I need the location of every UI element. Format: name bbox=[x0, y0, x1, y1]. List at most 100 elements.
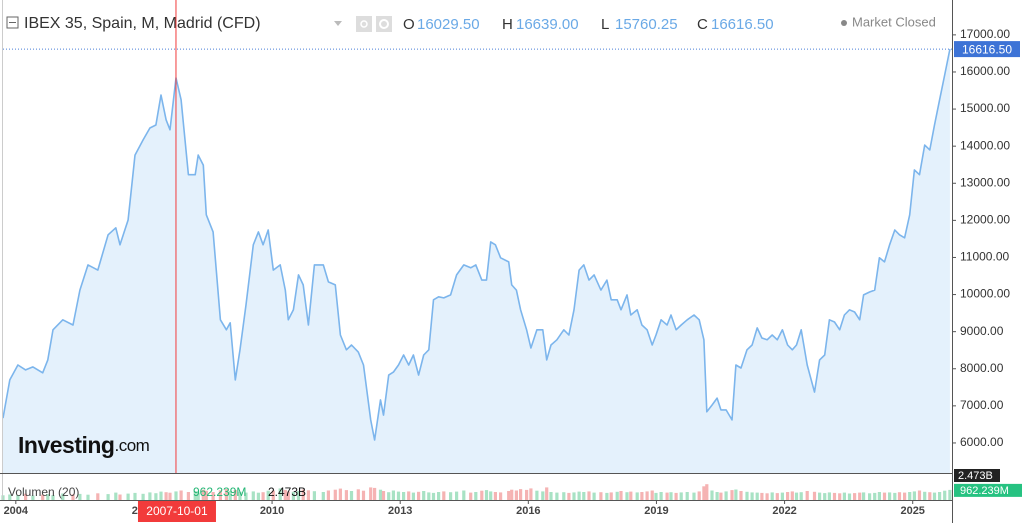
volume-bar bbox=[858, 492, 862, 500]
volume-bar bbox=[31, 495, 35, 500]
volume-bar bbox=[669, 492, 673, 500]
volume-bar bbox=[599, 492, 603, 500]
market-status: Market Closed bbox=[852, 14, 936, 29]
volume-bar bbox=[24, 493, 28, 500]
brand-logo: Investing.com bbox=[18, 432, 150, 458]
volume-bar bbox=[724, 491, 728, 500]
volume-bar bbox=[697, 491, 701, 500]
volume-bar bbox=[349, 491, 354, 500]
volume-bar bbox=[369, 487, 373, 500]
overlay-layer: 6000.00 7000.00 8000.00 9000.00 10000.00 1100… bbox=[3, 0, 1022, 522]
price-line bbox=[2, 48, 951, 441]
ohlc-key: H bbox=[502, 16, 513, 33]
volume-bar bbox=[948, 489, 952, 500]
volume-bar bbox=[78, 493, 82, 500]
volume-bar bbox=[619, 491, 623, 500]
volume-bar bbox=[760, 492, 764, 500]
volume-bar bbox=[812, 491, 817, 500]
volume-legend-max: 2.473B bbox=[268, 485, 306, 499]
volume-bar bbox=[640, 492, 644, 500]
volume-bar bbox=[650, 490, 654, 500]
volume-bar bbox=[186, 492, 190, 500]
volume-bar bbox=[211, 492, 215, 500]
last-price-label: 16616.50 bbox=[962, 42, 1012, 56]
x-tick-label: 2004 bbox=[4, 505, 29, 517]
volume-bar bbox=[529, 488, 533, 500]
volume-bar bbox=[823, 493, 827, 500]
volume-bar bbox=[244, 492, 248, 500]
volume-bar bbox=[469, 492, 473, 500]
volume-bar bbox=[917, 490, 922, 500]
volume-bar bbox=[719, 492, 723, 500]
volume-bar bbox=[790, 491, 794, 500]
volume-bar bbox=[168, 492, 172, 500]
volume-bar bbox=[455, 491, 459, 500]
volume-bar bbox=[218, 490, 222, 500]
collapse-icon[interactable] bbox=[6, 16, 19, 29]
volume-bar bbox=[734, 489, 738, 500]
volume-bar bbox=[715, 492, 719, 500]
volume-bar bbox=[572, 492, 576, 500]
volume-bar bbox=[474, 492, 478, 500]
volume-bar bbox=[818, 492, 822, 500]
volume-bar bbox=[786, 492, 790, 500]
dropdown-arrow[interactable] bbox=[334, 21, 342, 26]
volume-bar bbox=[204, 490, 208, 500]
volume-bar bbox=[387, 492, 391, 500]
volume-bar bbox=[912, 491, 916, 500]
volume-bar bbox=[164, 492, 168, 500]
volume-bar bbox=[338, 488, 342, 500]
chart-title: IBEX 35, Spain, M, Madrid (CFD) bbox=[24, 15, 261, 32]
ohlc-value: 16639.00 bbox=[516, 16, 579, 33]
volume-bar bbox=[932, 492, 937, 500]
volume-bar bbox=[780, 492, 784, 500]
volume-bar bbox=[555, 492, 559, 500]
eye-icon[interactable] bbox=[356, 16, 372, 32]
volume-bar bbox=[877, 492, 881, 500]
volume-bar bbox=[41, 494, 45, 500]
volume-bar bbox=[545, 487, 549, 500]
volume-bar bbox=[665, 492, 669, 500]
x-tick-label: 2022 bbox=[772, 505, 796, 517]
volume-bar bbox=[493, 492, 497, 500]
last-price-tag bbox=[954, 41, 1020, 58]
status-dot bbox=[841, 20, 847, 26]
volume-bar bbox=[541, 491, 545, 500]
volume-bar bbox=[582, 492, 586, 500]
volume-bar bbox=[480, 490, 484, 500]
volume-bar bbox=[745, 491, 749, 500]
y-tick-label: 11000.00 bbox=[960, 250, 1009, 264]
volume-bar bbox=[141, 493, 145, 500]
volume-bar bbox=[908, 492, 912, 500]
volume-bar bbox=[702, 486, 706, 500]
volume-bar bbox=[592, 492, 596, 500]
y-tick-label: 6000.00 bbox=[960, 435, 1004, 449]
volume-bar bbox=[838, 493, 842, 500]
volume-bar bbox=[283, 489, 287, 500]
volume-bar bbox=[799, 492, 803, 500]
volume-bar bbox=[549, 492, 553, 500]
volume-bar bbox=[224, 489, 228, 500]
volume-bar bbox=[422, 491, 426, 500]
volume-bar bbox=[86, 494, 90, 500]
volume-bar bbox=[326, 490, 330, 500]
volume-bar bbox=[679, 492, 683, 500]
settings-icon[interactable] bbox=[376, 16, 392, 32]
volume-max-label: 2.473B bbox=[958, 470, 993, 482]
volume-bar bbox=[261, 492, 265, 500]
volume-bar bbox=[943, 490, 947, 500]
brand-name: Investing bbox=[18, 432, 114, 458]
x-tick-label: 2010 bbox=[260, 505, 284, 517]
volume-bar bbox=[499, 492, 503, 500]
volume-bar bbox=[301, 489, 305, 500]
crosshair-date-tag bbox=[137, 501, 216, 522]
y-tick-label: 8000.00 bbox=[960, 361, 1004, 375]
volume-bar bbox=[442, 491, 446, 500]
volume-bar bbox=[133, 492, 137, 500]
volume-bar bbox=[903, 492, 907, 500]
volume-bar bbox=[609, 492, 613, 500]
volume-bar bbox=[507, 491, 511, 500]
volume-bar bbox=[928, 492, 932, 500]
y-tick-label: 10000.00 bbox=[960, 287, 1010, 301]
